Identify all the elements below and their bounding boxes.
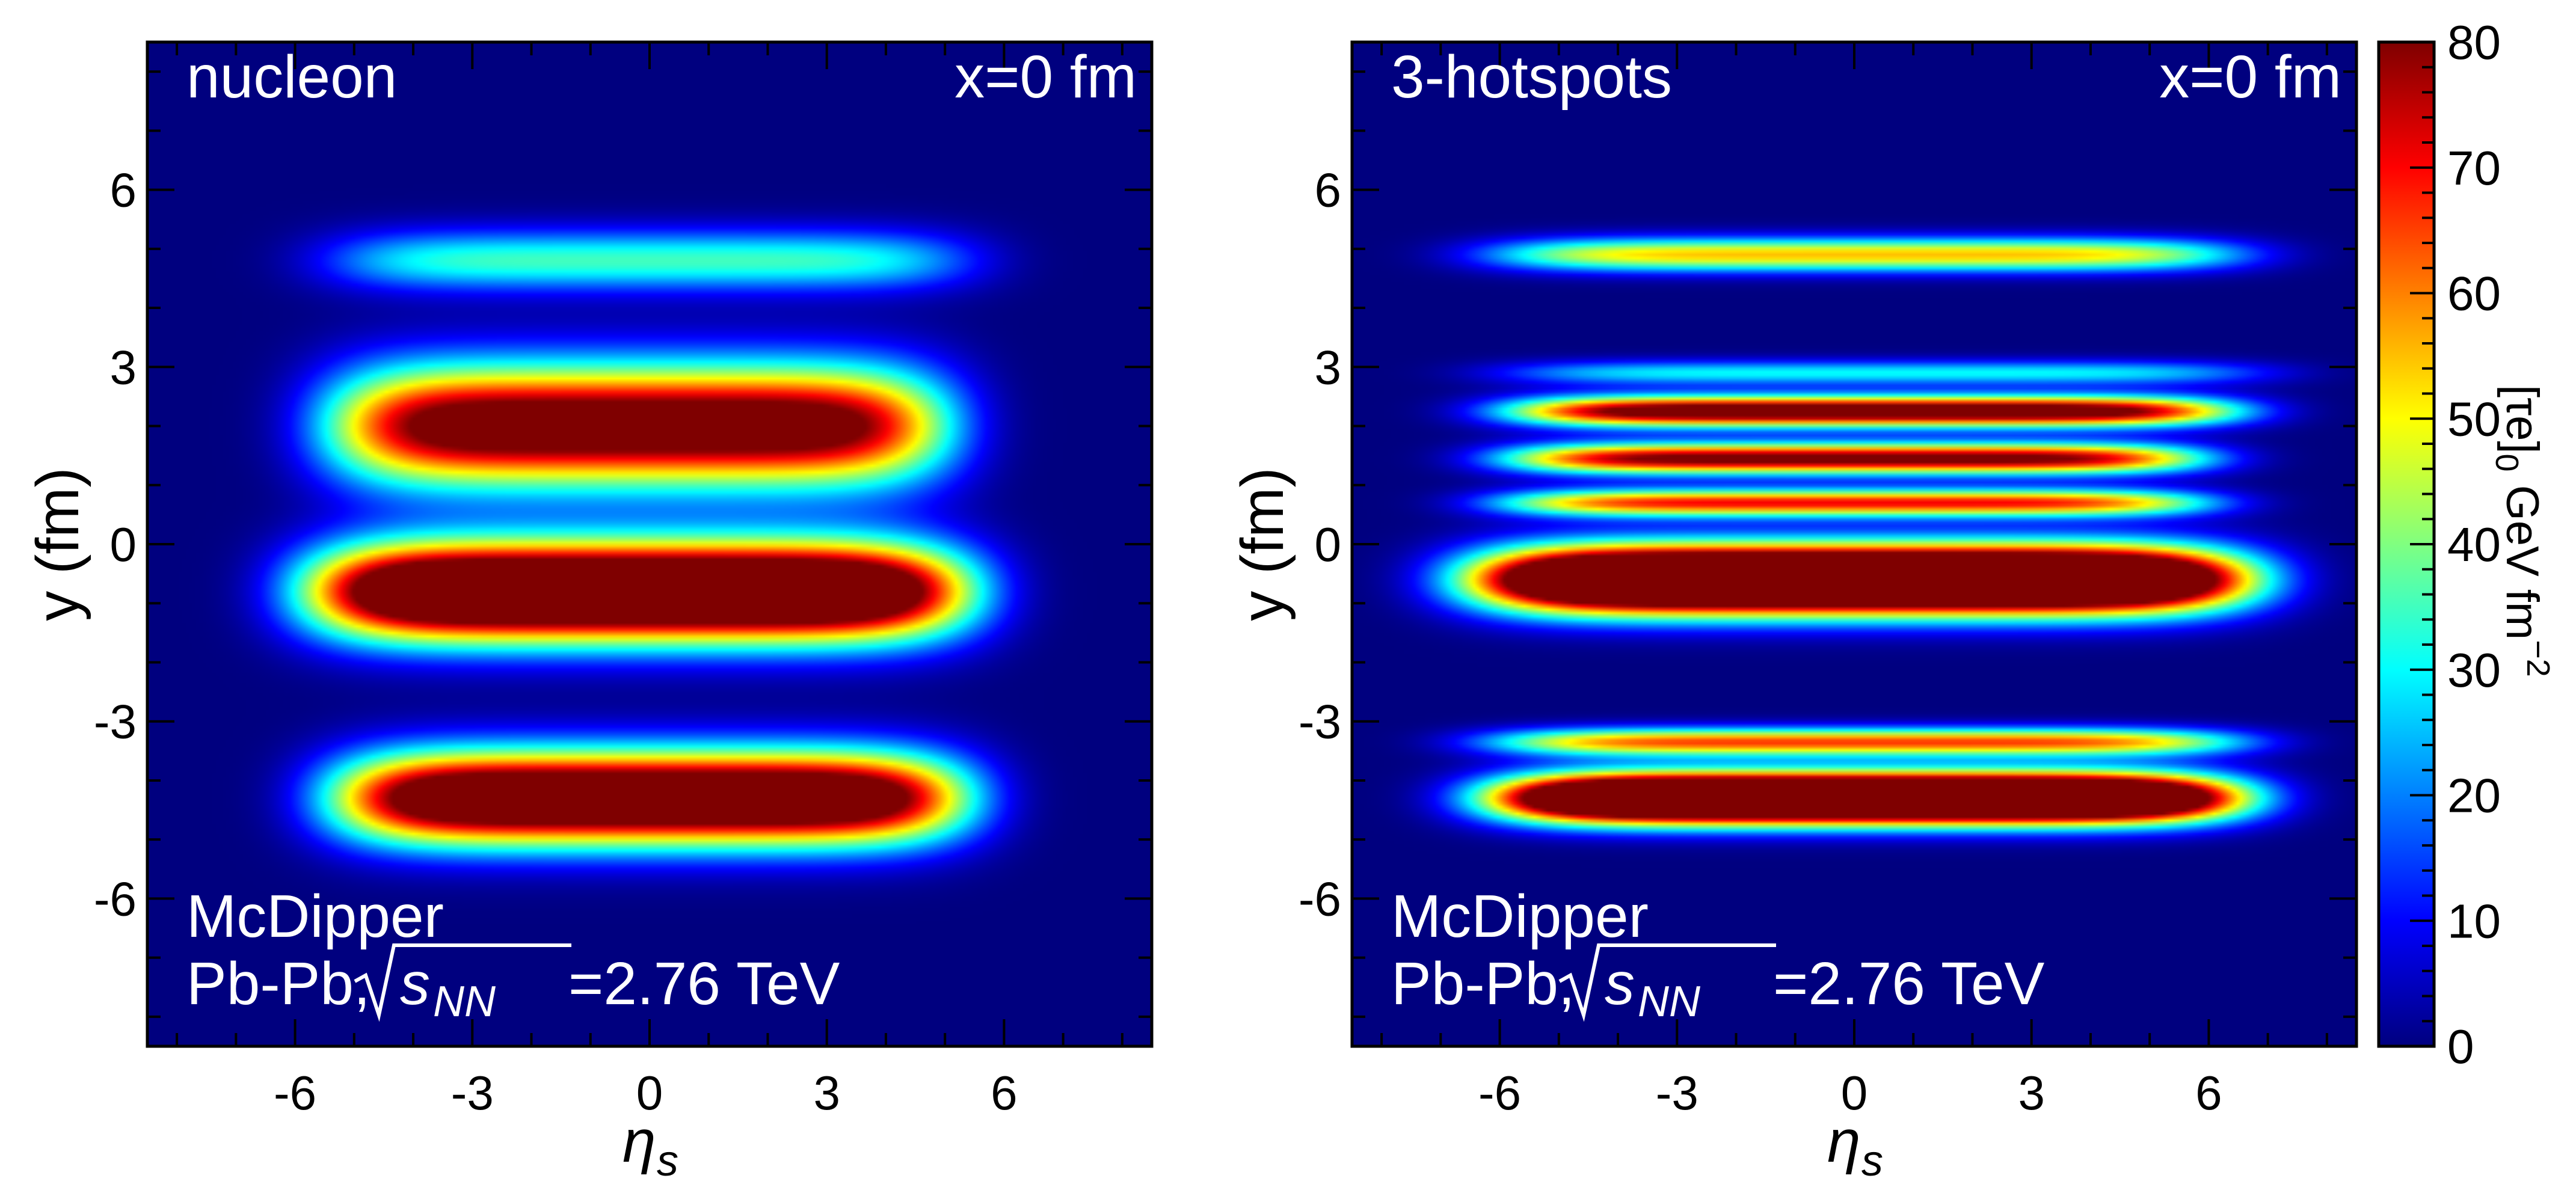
system-label: Pb-Pb, xyxy=(186,950,370,1017)
position-label: x=0 fm xyxy=(2159,43,2341,111)
system-energy-label: Pb-Pb, s NN =2.76 TeV xyxy=(186,943,840,1026)
colorbar-tick-label: 60 xyxy=(2447,267,2501,320)
plot-frame xyxy=(1350,40,2358,1048)
colorbar-tick-labels: 0 10 20 30 40 50 60 70 80 xyxy=(2447,16,2501,1073)
colorbar-tick-label: 70 xyxy=(2447,141,2501,195)
panel-label: 3-hotspots xyxy=(1391,43,1672,111)
colorbar-tick-label: 20 xyxy=(2447,769,2501,823)
y-tick-label: -3 xyxy=(94,695,137,749)
colorbar-title-sub: 0 xyxy=(2489,454,2525,472)
colorbar-tick-label: 80 xyxy=(2447,16,2501,69)
position-label: x=0 fm xyxy=(954,43,1137,111)
system-energy-label: Pb-Pb, s NN =2.76 TeV xyxy=(1391,943,2045,1026)
y-axis-label: y (fm) xyxy=(1229,467,1296,621)
colorbar-tick-label: 0 xyxy=(2447,1020,2474,1073)
x-axis-label: η s xyxy=(622,1108,678,1185)
colorbar-tick-label: 10 xyxy=(2447,894,2501,948)
colorbar-title-sup: −2 xyxy=(2520,640,2556,677)
sqrt-symbol xyxy=(354,943,571,1022)
x-tick-label: 0 xyxy=(636,1066,663,1120)
x-tick-labels: -6 -3 0 3 6 xyxy=(1478,1066,2222,1120)
sqrt-s-symbol: s xyxy=(1605,950,1635,1017)
panel-nucleon: nucleon x=0 fm McDipper Pb-Pb, s NN =2.7… xyxy=(24,40,1154,1185)
colorbar-tick-label: 30 xyxy=(2447,643,2501,697)
x-tick-label: -6 xyxy=(1478,1066,1521,1120)
y-tick-label: -6 xyxy=(1299,872,1341,925)
x-axis-label-main: η xyxy=(622,1108,656,1175)
x-tick-label: -3 xyxy=(1656,1066,1698,1120)
sqrt-s-subscript: NN xyxy=(1638,978,1701,1026)
axis-ticks-3-hotspots xyxy=(1352,42,2356,1046)
x-tick-label: 3 xyxy=(813,1066,840,1120)
y-tick-label: 3 xyxy=(1315,340,1342,394)
panel-3-hotspots: 3-hotspots x=0 fm McDipper Pb-Pb, s NN =… xyxy=(1229,40,2358,1185)
y-tick-label: -6 xyxy=(94,872,137,925)
y-tick-labels: -6 -3 0 3 6 xyxy=(94,164,137,926)
y-tick-label: -3 xyxy=(1299,695,1341,749)
x-axis-label-sub: s xyxy=(1861,1137,1883,1185)
svg-text:[τe]0GeV fm−2: [τe]0 GeV fm−2 xyxy=(2489,385,2556,677)
x-tick-label: -3 xyxy=(451,1066,494,1120)
colorbar-frame xyxy=(2377,40,2436,1048)
colorbar-tick-label: 40 xyxy=(2447,518,2501,571)
x-tick-label: -6 xyxy=(274,1066,316,1120)
y-tick-label: 6 xyxy=(1315,164,1342,217)
generator-label: McDipper xyxy=(186,883,444,950)
system-label: Pb-Pb, xyxy=(1391,950,1575,1017)
y-tick-label: 3 xyxy=(110,340,137,394)
panel-label: nucleon xyxy=(186,43,397,111)
y-tick-labels: -6 -3 0 3 6 xyxy=(1299,164,1341,926)
energy-label: =2.76 TeV xyxy=(568,950,840,1017)
sqrt-s-symbol: s xyxy=(400,950,430,1017)
x-tick-label: 6 xyxy=(991,1066,1018,1120)
x-tick-labels: -6 -3 0 3 6 xyxy=(274,1066,1018,1120)
x-tick-label: 0 xyxy=(1841,1066,1868,1120)
y-tick-label: 6 xyxy=(110,164,137,217)
colorbar-title: [τe]0 GeV fm−2 xyxy=(2489,385,2556,677)
x-axis-label-main: η xyxy=(1827,1108,1861,1175)
sqrt-s-subscript: NN xyxy=(433,978,496,1026)
colorbar-title-units: GeV fm xyxy=(2497,485,2548,640)
colorbar-ticks xyxy=(2410,41,2434,1047)
heatmap-image-3-hotspots xyxy=(1352,42,2356,1046)
generator-label: McDipper xyxy=(1391,883,1649,950)
colorbar-title-main: [τe] xyxy=(2497,385,2548,454)
plot-frame xyxy=(146,40,1154,1048)
x-axis-label-sub: s xyxy=(657,1137,678,1185)
colorbar-tick-label: 50 xyxy=(2447,392,2501,446)
x-tick-label: 3 xyxy=(2018,1066,2045,1120)
y-axis-label: y (fm) xyxy=(24,467,91,621)
sqrt-symbol xyxy=(1558,943,1776,1022)
y-tick-label: 0 xyxy=(110,518,137,571)
axis-ticks-nucleon xyxy=(147,42,1152,1046)
x-tick-label: 6 xyxy=(2195,1066,2222,1120)
x-axis-label: η s xyxy=(1827,1108,1883,1185)
energy-label: =2.76 TeV xyxy=(1773,950,2045,1017)
heatmap-image-nucleon xyxy=(147,42,1152,1046)
y-tick-label: 0 xyxy=(1315,518,1342,571)
